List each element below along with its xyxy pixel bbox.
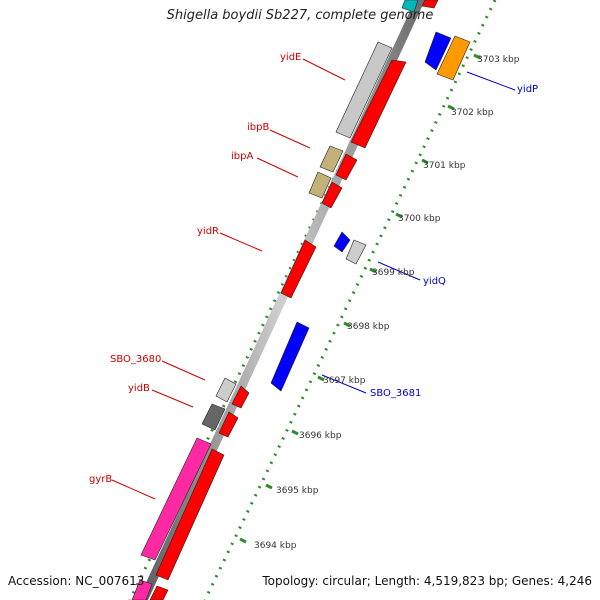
scale-label-3694: 3694 kbp [254,541,297,551]
gene-arrow-yidE [350,59,407,149]
scale-label-3697: 3697 kbp [323,376,366,386]
gene-label-yidR: yidR [197,226,219,237]
scale-label-3702: 3702 kbp [451,108,494,118]
gene-label-gyrB: gyrB [89,474,112,485]
gene-label-sbo3681: SBO_3681 [370,388,421,399]
gene-label-yidQ: yidQ [423,276,446,287]
gene-arrow-yidP-blue [424,31,452,71]
inner-dotted-track-left [128,0,422,600]
accession-text: Accession: NC_007613 [8,574,145,588]
gene-arrow-yidB [218,411,239,438]
scale-ticks [239,53,481,544]
gene-arrow-gyrB [155,448,225,581]
gene-arrow-yidQ-blue [333,231,351,253]
gene-arrow-yidR [280,239,317,299]
genome-summary-text: Topology: circular; Length: 4,519,823 bp… [262,574,592,588]
scale-label-3699: 3699 kbp [372,268,415,278]
map-title: Shigella boydii Sb227, complete genome [166,8,434,23]
scale-label-3701: 3701 kbp [423,161,466,171]
scale-label-3698: 3698 kbp [347,322,390,332]
scale-label-3700: 3700 kbp [398,214,441,224]
gene-label-yidP: yidP [517,84,538,95]
gene-block-pink-bottom [131,579,153,600]
reverse-genes [270,0,471,392]
gene-label-yidE: yidE [280,52,301,63]
gene-label-ibpB: ibpB [247,122,269,133]
gene-block-ibpA [308,171,332,199]
leader-lines [111,58,516,500]
gene-block-yidB [201,403,226,431]
gene-arrow-red-bottom [149,585,169,600]
gene-block-cyan-top [401,0,419,13]
gene-labels: yidE ibpB ibpA yidR SBO_3680 yidB gyrB y… [89,52,538,485]
forward-genes [131,41,407,600]
gene-block-sbo3680 [215,377,237,403]
gene-arrow-sbo3680 [231,385,250,409]
scale-label-3696: 3696 kbp [299,431,342,441]
gene-arrow-ibpA [321,181,343,209]
gene-block-yidE-grey [335,41,393,139]
gene-block-yidP [436,35,471,81]
gene-block-ibpB [319,145,344,173]
gene-label-sbo3680: SBO_3680 [110,354,161,365]
outer-dotted-track [203,0,497,600]
scale-label-3703: 3703 kbp [477,55,520,65]
gene-block-top-red [421,0,439,9]
gene-block-yidQ [345,239,367,265]
gene-arrow-sbo3681 [270,321,310,392]
scale-labels: 3694 kbp 3695 kbp 3696 kbp 3697 kbp 3698… [254,55,520,551]
scale-label-3695: 3695 kbp [276,486,319,496]
gene-arrow-ibpB [335,153,358,181]
genome-backbone [138,0,425,600]
gene-block-gyrB [140,437,212,561]
gene-label-ibpA: ibpA [231,151,253,162]
gene-label-yidB: yidB [128,383,150,394]
